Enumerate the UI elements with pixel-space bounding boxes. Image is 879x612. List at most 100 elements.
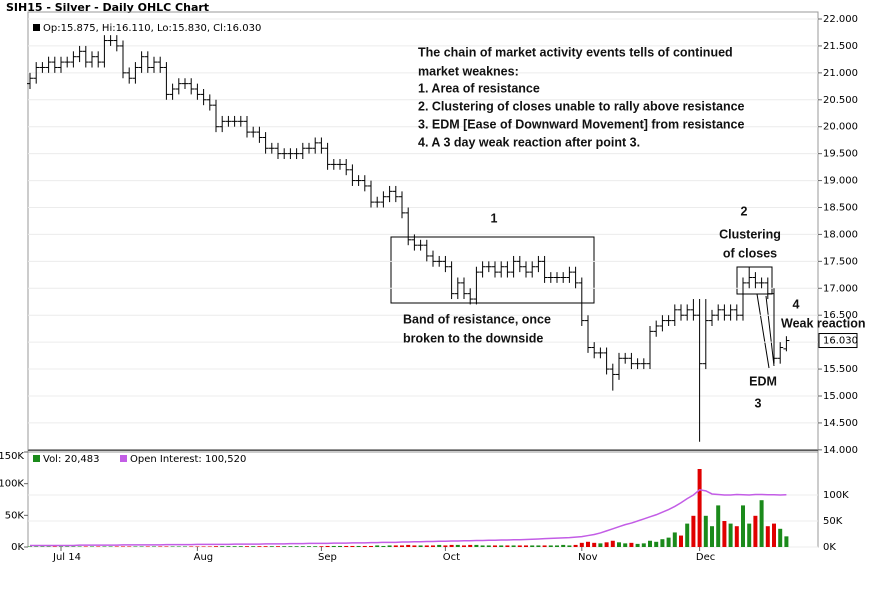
volume-bar	[77, 546, 82, 547]
volume-bar	[672, 532, 677, 547]
volume-bar	[449, 544, 454, 547]
x-tick-label: Aug	[194, 552, 214, 563]
volume-bar	[660, 539, 665, 547]
volume-bar	[753, 515, 758, 547]
volume-bar	[455, 544, 460, 547]
volume-bar	[617, 542, 621, 547]
y-tick-label: 22.000	[823, 14, 858, 25]
annotation: 4. A 3 day weak reaction after point 3.	[418, 135, 640, 149]
y-tick-label: 50K	[5, 510, 25, 521]
volume-bar	[28, 546, 32, 547]
volume-bar	[741, 505, 745, 547]
annotation: The chain of market activity events tell…	[418, 45, 733, 59]
y2-tick-label: 50K	[823, 516, 843, 527]
y2-tick-label: 0K	[823, 542, 836, 553]
volume-bar	[555, 545, 559, 547]
volume-bar	[573, 544, 578, 547]
last-price-flag	[818, 333, 858, 349]
volume-bar	[121, 546, 125, 547]
volume-bar	[517, 545, 522, 547]
chart-title: SIH15 - Silver - Daily OHLC Chart	[6, 1, 209, 14]
volume-bar	[548, 545, 553, 547]
volume-bar	[263, 546, 268, 547]
y-tick-label: 18.500	[823, 202, 858, 213]
volume-bar	[728, 523, 733, 547]
annotation: Weak reaction	[781, 316, 866, 330]
volume-bar	[34, 546, 39, 547]
volume-bar	[232, 546, 237, 547]
volume-bar	[393, 545, 398, 547]
volume-bar	[480, 545, 485, 547]
volume-bar	[65, 546, 70, 547]
volume-bar	[530, 545, 535, 547]
x-tick-label: Oct	[443, 552, 460, 563]
y-tick-label: 15.000	[823, 391, 858, 402]
annotation: 3	[755, 396, 762, 410]
volume-bar	[747, 523, 752, 547]
volume-bar	[468, 544, 473, 547]
volume-bar	[152, 546, 156, 547]
volume-bar	[635, 543, 640, 547]
volume-bar	[579, 542, 584, 547]
volume-bar	[133, 546, 138, 547]
volume-bar	[648, 540, 652, 547]
x-tick-label: Nov	[578, 552, 598, 563]
resistance-box	[390, 236, 595, 304]
volume-bar	[716, 505, 721, 547]
legend-label: Open Interest: 100,520	[130, 454, 246, 465]
volume-bar	[406, 544, 411, 547]
volume-bar	[598, 543, 603, 547]
annotation: of closes	[723, 246, 777, 260]
volume-bar	[90, 546, 94, 547]
legend-swatch	[33, 24, 40, 31]
volume-bar	[207, 546, 212, 547]
volume-bar	[703, 515, 708, 547]
volume-bar	[52, 546, 57, 547]
legend-label: Vol: 20,483	[43, 454, 100, 465]
volume-bar	[443, 545, 448, 547]
volume-bar	[220, 546, 225, 547]
legend-swatch	[33, 455, 40, 462]
x-tick-label: Dec	[696, 552, 715, 563]
last-price-label: 16.030	[823, 336, 858, 347]
volume-bar	[276, 546, 280, 547]
volume-bar	[654, 541, 659, 547]
volume-bar	[59, 546, 63, 547]
volume-bar	[784, 536, 789, 547]
y-tick-label: 21.500	[823, 41, 858, 52]
volume-bar	[772, 523, 776, 547]
volume-bar	[108, 546, 113, 547]
annotation: 1. Area of resistance	[418, 81, 540, 95]
volume-bar	[765, 526, 770, 547]
x-tick-label: Sep	[318, 552, 337, 563]
volume-bar	[288, 546, 293, 547]
volume-bar	[778, 528, 783, 547]
volume-bar	[307, 546, 311, 547]
volume-bar	[586, 541, 590, 547]
volume-bar	[511, 545, 516, 547]
annotation: EDM	[749, 374, 777, 388]
y-tick-label: 19.500	[823, 149, 858, 160]
volume-bar	[245, 546, 249, 547]
volume-bar	[697, 469, 702, 547]
edm-pointer	[756, 293, 770, 369]
volume-bar	[183, 546, 187, 547]
volume-bar	[759, 500, 764, 547]
y2-tick-label: 100K	[823, 490, 849, 501]
volume-bar	[269, 546, 274, 547]
volume-bar	[486, 545, 491, 547]
annotation: market weaknes:	[418, 64, 519, 78]
volume-bar	[189, 546, 194, 547]
annotation: 2. Clustering of closes unable to rally …	[418, 99, 745, 113]
volume-bar	[542, 545, 547, 547]
volume-bar	[40, 546, 45, 547]
volume-bar	[114, 546, 119, 547]
annotation: 2	[741, 204, 748, 218]
annotation: Clustering	[719, 227, 781, 241]
volume-bar	[46, 546, 51, 547]
volume-bar	[437, 544, 442, 547]
volume-bar	[462, 545, 466, 547]
volume-bar	[350, 545, 355, 547]
volume-bar	[300, 546, 305, 547]
